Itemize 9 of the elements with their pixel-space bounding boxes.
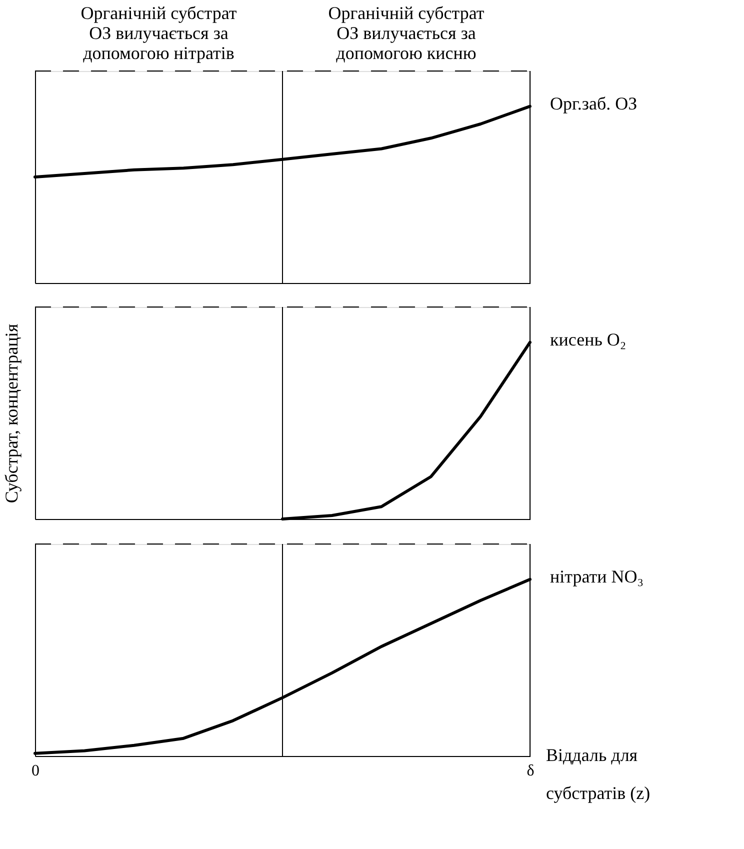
x-tick-label: δ	[526, 762, 534, 780]
text: Органічній субстрат ОЗ вилучається за допомогою нітратів	[80, 3, 237, 63]
text: Органічній субстрат ОЗ вилучається за допомогою кисню	[328, 3, 484, 63]
series-label: кисень O₂	[550, 329, 626, 350]
series-label: Орг.заб. ОЗ	[550, 93, 638, 114]
x-tick-label: 0	[32, 762, 40, 780]
x-axis-title: Віддаль для субстратів (z)	[546, 745, 650, 803]
y-axis-title: Субстрат, концентрація	[2, 324, 22, 504]
series-label: нітрати NO₃	[550, 566, 644, 586]
